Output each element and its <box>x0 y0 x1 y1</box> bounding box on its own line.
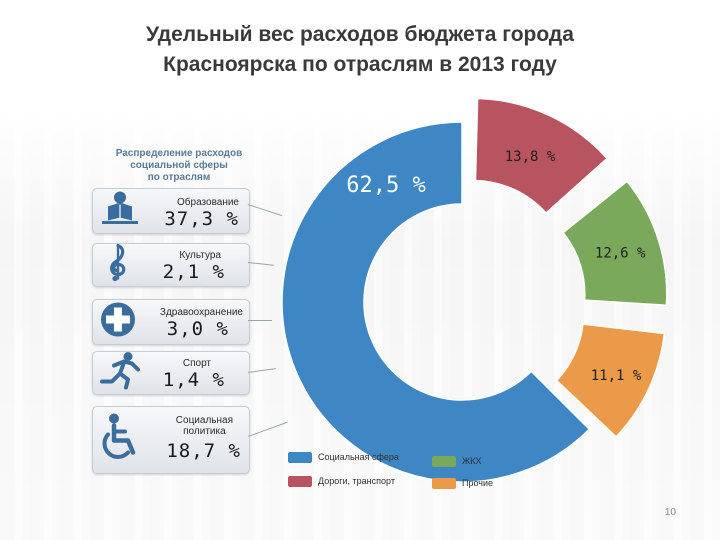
legend-label-other: Прочие <box>462 478 494 488</box>
legend-swatch-roads <box>288 476 312 487</box>
card-education-value: 37,3 % <box>164 208 239 230</box>
legend-label-roads: Дороги, транспорт <box>318 476 395 486</box>
card-social-policy-value: 18,7 % <box>166 440 241 462</box>
card-sport: Спорт 1,4 % <box>92 351 250 395</box>
card-culture-label: Культура <box>179 250 221 261</box>
card-social-policy-label-line-2: политика <box>183 426 226 437</box>
card-healthcare-label: Здравоохранение <box>159 307 243 318</box>
panel-title-line-2: социальной сферы <box>130 160 228 171</box>
legend-swatch-other <box>432 478 456 489</box>
card-social-policy: Социальная политика 18,7 % <box>92 406 250 474</box>
social-panel-title: Распределение расходов социальной сферы … <box>98 148 260 184</box>
panel-title-line-3: по отраслям <box>147 172 211 183</box>
value-label-roads: 13,8 % <box>505 149 556 165</box>
leader-line-healthcare <box>248 320 272 321</box>
value-label-other: 11,1 % <box>591 368 642 384</box>
card-social-policy-label: Социальная политика <box>176 415 233 437</box>
card-sport-label: Спорт <box>182 358 211 369</box>
sector-other <box>555 323 666 438</box>
legend-swatch-social <box>288 452 312 463</box>
card-education-label: Образование <box>177 197 239 208</box>
sector-roads <box>474 97 609 215</box>
sector-housing <box>562 180 668 307</box>
runner-icon <box>98 352 148 395</box>
wheelchair-icon <box>98 413 144 468</box>
slide-title: Удельный вес расходов бюджета города Кра… <box>0 20 720 80</box>
panel-title-line-1: Распределение расходов <box>115 148 243 159</box>
card-healthcare-value: 3,0 % <box>166 318 229 340</box>
sector-social <box>281 121 591 483</box>
card-sport-value: 1,4 % <box>162 369 225 391</box>
legend-swatch-housing <box>432 456 456 467</box>
legend-label-social: Социальная сфера <box>318 452 399 462</box>
card-culture-value: 2,1 % <box>162 261 225 283</box>
title-line-2: Красноярска по отраслям в 2013 году <box>163 53 557 76</box>
value-label-social: 62,5 % <box>346 173 425 198</box>
card-education: Образование 37,3 % <box>92 188 250 234</box>
card-healthcare: Здравоохранение 3,0 % <box>92 299 250 345</box>
card-social-policy-label-line-1: Социальная <box>175 415 233 426</box>
card-culture: Культура 2,1 % <box>92 243 250 287</box>
page-number: 10 <box>664 507 676 518</box>
title-line-1: Удельный вес расходов бюджета города <box>146 23 574 46</box>
student-reading-icon <box>98 191 148 232</box>
value-label-housing: 12,6 % <box>595 246 646 262</box>
treble-clef-icon <box>98 243 138 287</box>
legend-label-housing: ЖКХ <box>462 456 482 466</box>
medical-cross-icon <box>98 300 138 345</box>
